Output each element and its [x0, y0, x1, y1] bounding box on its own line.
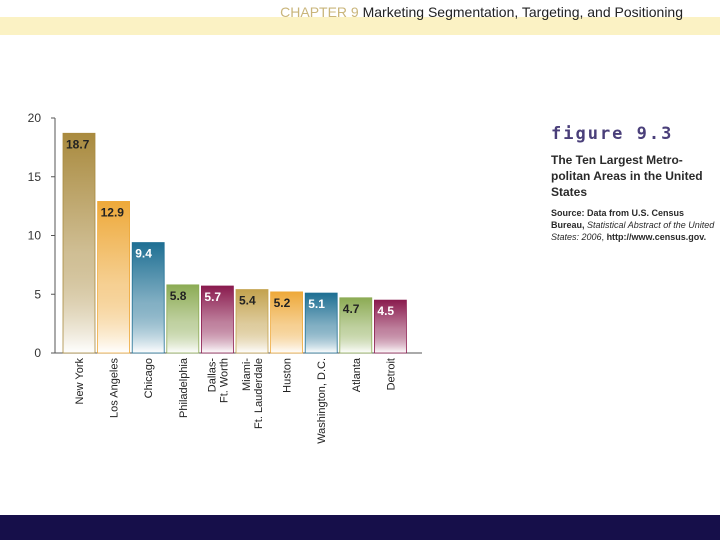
bar-value-label: 4.5 — [377, 304, 394, 318]
category-label-line: Washington, D.C. — [316, 358, 328, 444]
category-label: Philadelphia — [178, 357, 190, 418]
figure-caption: figure 9.3 The Ten Largest Metro-politan… — [551, 124, 716, 243]
bar — [304, 292, 338, 354]
chart-bars — [62, 132, 407, 354]
bar — [131, 242, 165, 354]
category-label-line: Ft. Lauderdale — [253, 358, 265, 429]
chapter-title: Marketing Segmentation, Targeting, and P… — [362, 4, 683, 20]
y-tick-label: 0 — [34, 346, 41, 360]
category-label-line: Miami- — [241, 358, 253, 391]
bar-value-label: 9.4 — [135, 247, 152, 261]
category-label: Huston — [282, 358, 294, 393]
footer-band — [0, 515, 720, 540]
bar — [62, 132, 96, 354]
chart-labels: 18.7 New York 12.9 Los Angeles 9.4 Chicago 5.8… — [66, 137, 397, 444]
bar-value-label: 12.9 — [101, 205, 125, 219]
bar — [373, 299, 407, 354]
category-label-line: Ft. Worth — [218, 358, 230, 403]
category-label: Detroit — [385, 358, 397, 390]
category-label: Atlanta — [351, 357, 363, 392]
category-label-line: Detroit — [385, 358, 397, 390]
bar-value-label: 5.7 — [204, 290, 221, 304]
bar — [339, 297, 373, 354]
category-label: Washington, D.C. — [316, 358, 328, 444]
category-label-line: Huston — [282, 358, 294, 393]
chapter-label: CHAPTER 9 — [280, 4, 359, 20]
bar — [270, 291, 304, 354]
source-lead: Source: Data from U.S. Census Bureau, — [551, 208, 685, 230]
category-label-line: Atlanta — [351, 357, 363, 392]
category-label-line: Los Angeles — [109, 358, 121, 418]
category-label: Dallas- Ft. Worth — [206, 358, 230, 403]
category-label: New York — [74, 358, 86, 405]
source-url: http://www.census.gov. — [606, 232, 707, 242]
bar — [97, 201, 130, 354]
source-publication: Statistical Abstract of the United State… — [551, 220, 715, 242]
figure-label: figure 9.3 — [551, 124, 674, 144]
category-label: Los Angeles — [109, 358, 121, 418]
category-label: Miami- Ft. Lauderdale — [241, 358, 265, 429]
figure-source: Source: Data from U.S. Census Bureau, St… — [551, 208, 715, 242]
bar — [200, 285, 234, 354]
bar-value-label: 5.1 — [308, 297, 325, 311]
slide-header: CHAPTER 9 Marketing Segmentation, Target… — [0, 4, 683, 20]
bar-value-label: 18.7 — [66, 137, 90, 151]
bar-value-label: 4.7 — [343, 302, 360, 316]
y-tick-label: 5 — [34, 287, 41, 301]
bar-value-label: 5.4 — [239, 294, 256, 308]
category-label-line: Chicago — [143, 358, 155, 398]
y-tick-label: 10 — [28, 229, 42, 243]
figure-title: The Ten Largest Metro-politan Areas in t… — [551, 153, 703, 199]
bar — [235, 289, 269, 354]
bar-value-label: 5.8 — [170, 289, 187, 303]
y-tick-label: 20 — [28, 111, 42, 125]
category-label: Chicago — [143, 358, 155, 398]
category-label-line: Dallas- — [206, 358, 218, 393]
header-band — [0, 17, 720, 35]
category-label-line: Philadelphia — [178, 357, 190, 418]
bar — [166, 284, 200, 354]
bar-value-label: 5.2 — [274, 296, 291, 310]
y-tick-label: 15 — [28, 170, 42, 184]
category-label-line: New York — [74, 358, 86, 405]
